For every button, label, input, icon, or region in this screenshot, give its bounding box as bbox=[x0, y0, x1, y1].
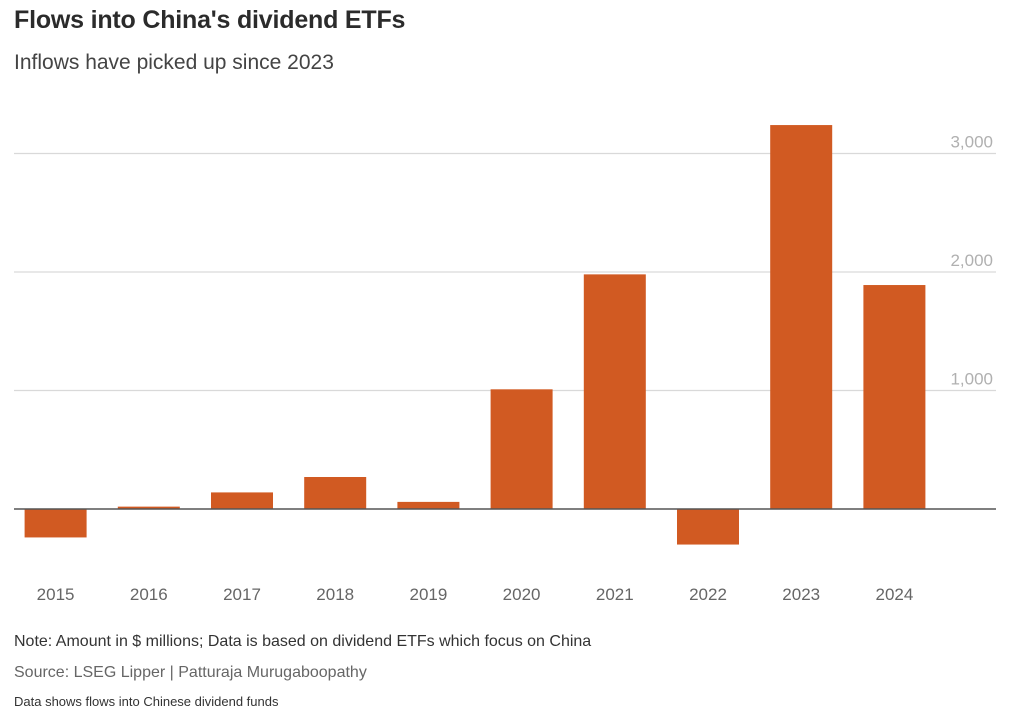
chart-subtitle: Inflows have picked up since 2023 bbox=[14, 51, 334, 74]
chart-note: Note: Amount in $ millions; Data is base… bbox=[14, 633, 592, 650]
y-tick-label: 3,000 bbox=[950, 133, 993, 152]
x-tick-label: 2023 bbox=[782, 585, 820, 604]
chart-source: Source: LSEG Lipper | Patturaja Murugabo… bbox=[14, 664, 367, 681]
bar bbox=[583, 274, 646, 509]
y-tick-label: 2,000 bbox=[950, 251, 993, 270]
bar bbox=[397, 501, 460, 509]
bar bbox=[490, 389, 553, 509]
x-tick-label: 2017 bbox=[223, 585, 261, 604]
bar bbox=[863, 285, 926, 509]
x-tick-label: 2024 bbox=[875, 585, 913, 604]
x-tick-label: 2016 bbox=[130, 585, 168, 604]
bar bbox=[304, 477, 367, 509]
bar bbox=[117, 506, 180, 509]
bar-chart: 1,000 2,000 3,000 2015 2016 2017 2018 2019 2020 2… bbox=[14, 125, 996, 604]
chart-title: Flows into China's dividend ETFs bbox=[14, 6, 406, 34]
bar bbox=[770, 125, 833, 509]
y-tick-label: 1,000 bbox=[950, 370, 993, 389]
x-tick-label: 2019 bbox=[409, 585, 447, 604]
bar bbox=[211, 492, 273, 509]
x-tick-label: 2020 bbox=[503, 585, 541, 604]
chart-caption: Data shows flows into Chinese dividend f… bbox=[14, 694, 279, 709]
x-tick-label: 2015 bbox=[37, 585, 75, 604]
bar bbox=[677, 509, 739, 545]
bar bbox=[24, 509, 87, 538]
x-tick-label: 2021 bbox=[596, 585, 634, 604]
x-tick-label: 2022 bbox=[689, 585, 727, 604]
x-tick-label: 2018 bbox=[316, 585, 354, 604]
